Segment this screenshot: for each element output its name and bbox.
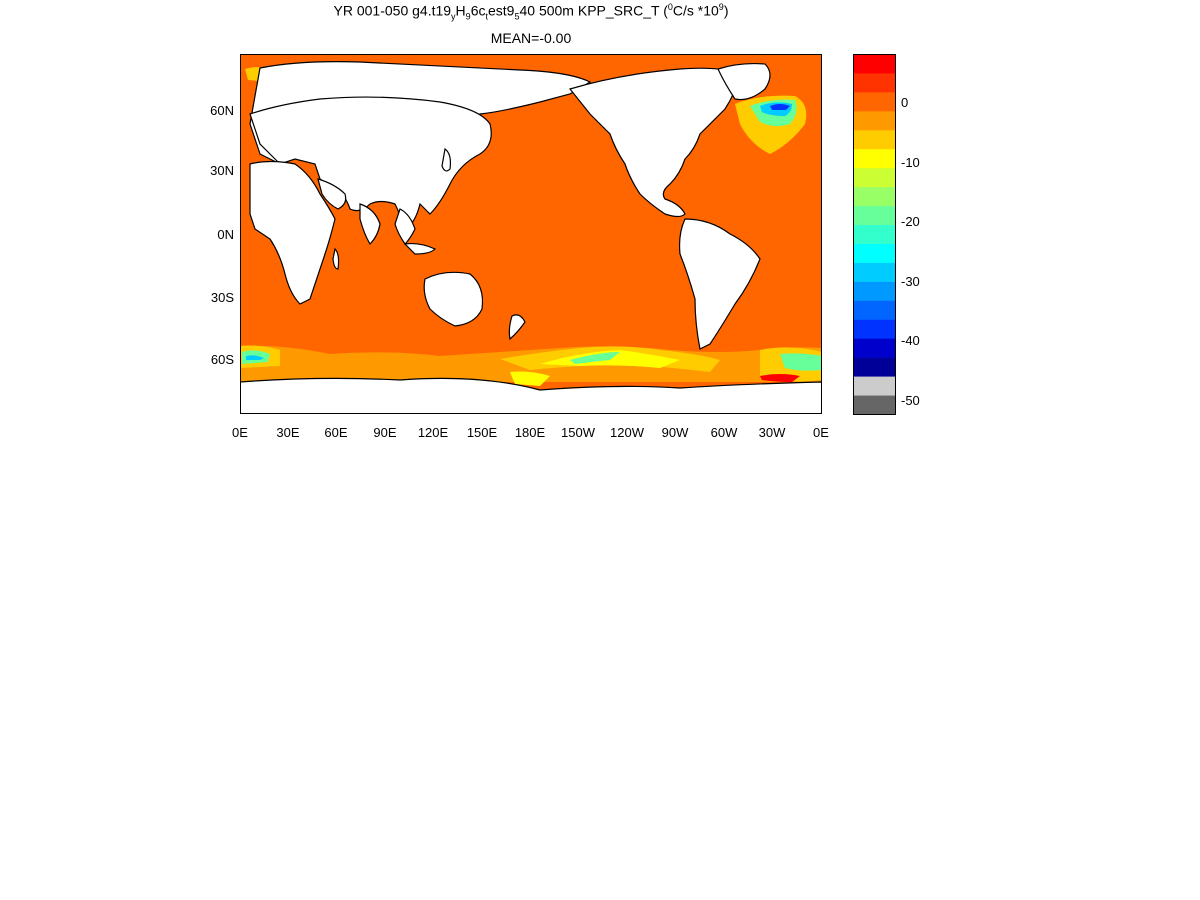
new-zealand (508, 314, 526, 341)
mean-label: MEAN=-0.00 (490, 30, 572, 46)
y-tick-label: 0N (217, 227, 234, 242)
colorbar-swatch (853, 243, 896, 264)
colorbar-swatch (853, 357, 896, 377)
south-america (678, 218, 761, 350)
colorbar-swatch (853, 281, 896, 302)
x-tick-label: 30E (276, 425, 300, 440)
australia (423, 271, 484, 327)
colorbar-swatch (853, 395, 896, 415)
title-part: 5 (514, 11, 520, 22)
y-tick-label: 60S (210, 352, 234, 367)
colorbar-swatch (853, 149, 896, 169)
colorbar-tick-label: -20 (901, 214, 920, 229)
colorbar-swatch (853, 187, 896, 207)
y-tick-label: 30S (210, 290, 234, 305)
india (359, 203, 381, 245)
title-part: t (485, 11, 488, 22)
madagascar (332, 247, 340, 270)
title-part: C/s *10 (672, 2, 719, 19)
map-plot (240, 54, 822, 414)
colorbar-swatch (853, 376, 896, 396)
colorbar-swatch (853, 168, 896, 188)
colorbar-swatch (853, 338, 896, 358)
antarctic-anomaly (240, 345, 822, 386)
y-tick-label: 60N (210, 103, 234, 118)
title-part: 6c (470, 2, 486, 19)
antarctica (240, 377, 822, 414)
colorbar (853, 54, 896, 415)
colorbar-swatch (853, 130, 896, 150)
x-tick-label: 30W (758, 425, 786, 440)
x-tick-label: 150W (561, 425, 595, 440)
colorbar-swatch (853, 73, 896, 93)
x-tick-label: 0E (232, 425, 248, 440)
title-part: est9 (488, 2, 515, 19)
title-part: y (451, 11, 456, 22)
colorbar-frame (853, 54, 896, 415)
title-part: 9 (718, 2, 724, 12)
colorbar-tick-label: -40 (901, 333, 920, 348)
colorbar-swatch (853, 300, 896, 321)
title-part: ) (723, 2, 729, 19)
colorbar-tick-label: -30 (901, 274, 920, 289)
land-masses (240, 61, 822, 414)
colorbar-tick-label: 0 (901, 95, 909, 110)
y-tick-label: 30N (210, 163, 234, 178)
x-tick-label: 90E (373, 425, 397, 440)
title-part: YR 001-050 g4.t19 (333, 2, 452, 19)
colorbar-swatch (853, 262, 896, 283)
map-frame (240, 54, 822, 414)
x-tick-label: 0E (813, 425, 829, 440)
x-tick-label: 90W (661, 425, 689, 440)
title-part: 40 500m KPP_SRC_T ( (519, 2, 668, 19)
x-tick-label: 150E (466, 425, 498, 440)
colorbar-tick-label: -10 (901, 155, 920, 170)
x-tick-label: 120E (417, 425, 449, 440)
colorbar-swatch (853, 206, 896, 226)
colorbar-swatch (853, 54, 896, 74)
title-part: 0 (667, 2, 673, 12)
japan (441, 147, 452, 172)
greenland (717, 62, 771, 101)
x-tick-label: 120W (610, 425, 644, 440)
x-tick-label: 60E (324, 425, 348, 440)
colorbar-swatch (853, 111, 896, 131)
colorbar-swatch (853, 319, 896, 340)
arabia (317, 178, 347, 210)
se-asia (394, 208, 416, 245)
figure-title: YR 001-050 g4.t19yH96ctest9540 500m KPP_… (240, 2, 822, 21)
title-part: 9 (465, 11, 471, 22)
x-tick-label: 60W (710, 425, 738, 440)
colorbar-swatch (853, 92, 896, 112)
title-part: H (455, 2, 466, 19)
indonesia (403, 242, 437, 255)
x-tick-label: 180E (514, 425, 546, 440)
colorbar-swatch (853, 225, 896, 245)
colorbar-tick-label: -50 (901, 393, 920, 408)
africa (249, 160, 336, 305)
eurasia (249, 96, 492, 230)
